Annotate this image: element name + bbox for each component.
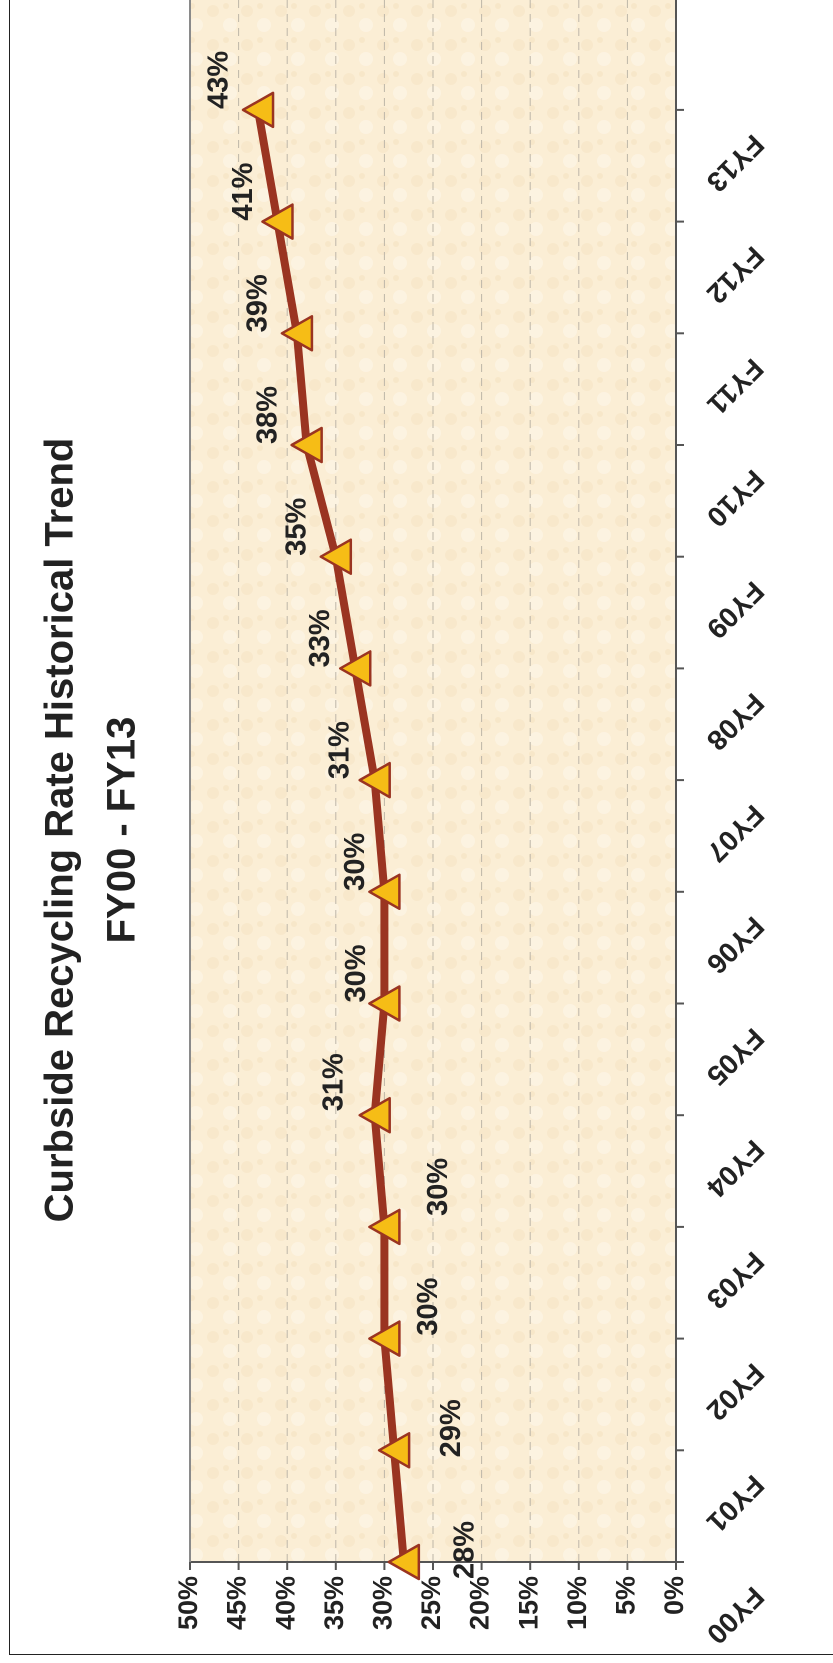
value-tick-label: 15%	[513, 1576, 543, 1630]
data-point-marker	[368, 1320, 401, 1357]
data-label: 28%	[448, 1521, 480, 1579]
data-label: 43%	[203, 51, 235, 109]
category-label: FY05	[701, 1022, 770, 1091]
chart-title: Curbside Recycling Rate Historical Trend	[38, 438, 82, 1223]
series-markers	[241, 91, 421, 1581]
data-label: 29%	[435, 1399, 467, 1457]
value-tick-label: 10%	[562, 1576, 592, 1630]
value-tick-label: 5%	[611, 1576, 641, 1615]
data-labels: 28% 29% 30% 30% 31% 30% 30% 31% 33% 35% 38% 39% 41% 4…	[203, 51, 481, 1579]
category-label: FY04	[701, 1134, 771, 1204]
data-point-marker	[290, 426, 323, 464]
data-label: 30%	[422, 1158, 454, 1216]
data-point-marker	[368, 985, 401, 1022]
value-tick-label: 0%	[659, 1576, 689, 1615]
data-label: 31%	[317, 1053, 349, 1111]
category-axis: FY00 FY01 FY02 FY03 FY04 FY05 FY06 FY07 FY08 FY09…	[676, 108, 771, 1650]
data-point-marker	[280, 315, 314, 352]
data-label: 30%	[339, 833, 371, 891]
data-point-marker	[338, 650, 372, 687]
value-tick-label: 20%	[465, 1576, 495, 1630]
category-label: FY11	[701, 353, 769, 421]
category-label: FY07	[701, 799, 770, 868]
category-label: FY10	[701, 464, 770, 533]
category-label: FY02	[701, 1357, 770, 1426]
data-label: 39%	[242, 274, 274, 332]
chart-subtitle: FY00 - FY13	[100, 717, 144, 944]
category-label: FY09	[701, 576, 770, 645]
data-point-marker	[387, 1543, 421, 1581]
category-label: FY08	[701, 687, 770, 756]
data-point-marker	[358, 1096, 391, 1134]
data-label: 31%	[323, 721, 355, 779]
data-label: 35%	[280, 497, 312, 555]
data-point-marker	[368, 873, 401, 911]
value-axis: 0% 5% 10% 15% 20% 25% 30% 35% 40% 45% 50%	[173, 1562, 689, 1630]
category-label: FY03	[701, 1246, 770, 1315]
data-point-marker	[377, 1432, 411, 1469]
series-line	[254, 109, 408, 1563]
value-tick-label: 35%	[319, 1576, 349, 1630]
data-point-marker	[358, 761, 391, 799]
data-point-marker	[319, 538, 353, 575]
category-label: FY01	[701, 1469, 770, 1538]
data-point-marker	[261, 203, 294, 240]
value-tick-label: 45%	[222, 1576, 252, 1630]
value-tick-label: 30%	[368, 1576, 398, 1630]
data-label: 41%	[227, 162, 259, 220]
category-label: FY06	[701, 911, 770, 980]
category-label: FY12	[701, 240, 770, 309]
category-label: FY13	[701, 129, 770, 198]
data-point-marker	[368, 1208, 401, 1246]
category-label: FY00	[701, 1581, 770, 1650]
value-tick-label: 50%	[173, 1576, 203, 1630]
data-label: 38%	[251, 386, 283, 444]
series-line-path	[254, 109, 408, 1563]
data-label: 30%	[340, 944, 372, 1002]
value-tick-label: 25%	[416, 1576, 446, 1630]
value-tick-label: 40%	[270, 1576, 300, 1630]
data-label: 30%	[412, 1277, 444, 1335]
plot-area	[190, 0, 676, 1562]
data-point-marker	[241, 91, 275, 129]
data-label: 33%	[304, 609, 336, 667]
